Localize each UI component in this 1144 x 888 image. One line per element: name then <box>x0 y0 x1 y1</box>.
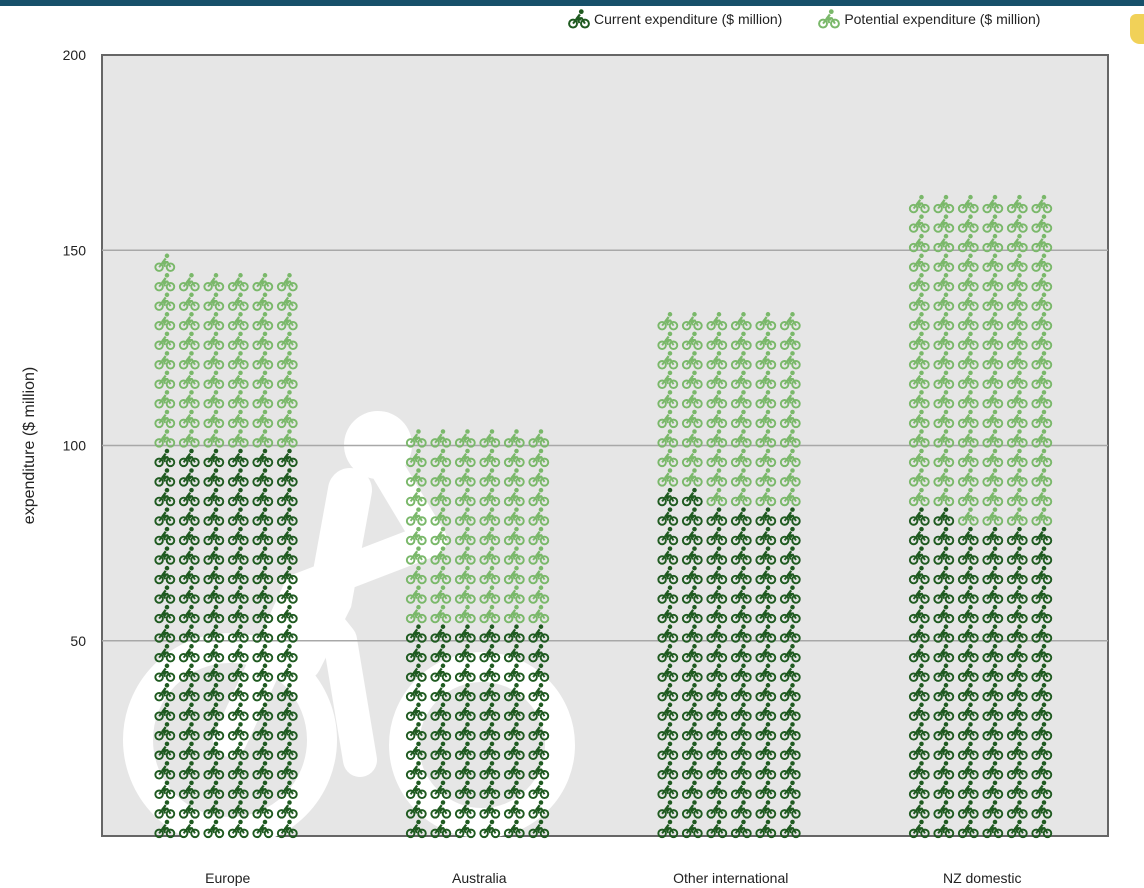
bicycle-rider-icon <box>818 9 841 29</box>
legend-label-current: Current expenditure ($ million) <box>594 11 783 27</box>
x-category-label: Other international <box>673 870 788 886</box>
y-tick-label: 150 <box>63 242 87 258</box>
top-bar <box>0 0 1144 6</box>
x-category-label: Australia <box>452 870 507 886</box>
legend-item-potential: Potential expenditure ($ million) <box>818 8 1040 30</box>
y-tick-label: 100 <box>63 438 87 454</box>
x-category-label: NZ domestic <box>943 870 1022 886</box>
legend: Current expenditure ($ million) Potentia… <box>568 8 1040 30</box>
y-tick-label: 200 <box>63 47 87 63</box>
y-tick-label: 50 <box>70 633 86 649</box>
x-category-label: Europe <box>205 870 250 886</box>
legend-item-current: Current expenditure ($ million) <box>568 8 782 30</box>
corner-tab <box>1130 14 1144 44</box>
bicycle-rider-icon <box>568 9 590 29</box>
legend-label-potential: Potential expenditure ($ million) <box>844 11 1041 27</box>
y-axis-title: expenditure ($ million) <box>21 367 38 524</box>
